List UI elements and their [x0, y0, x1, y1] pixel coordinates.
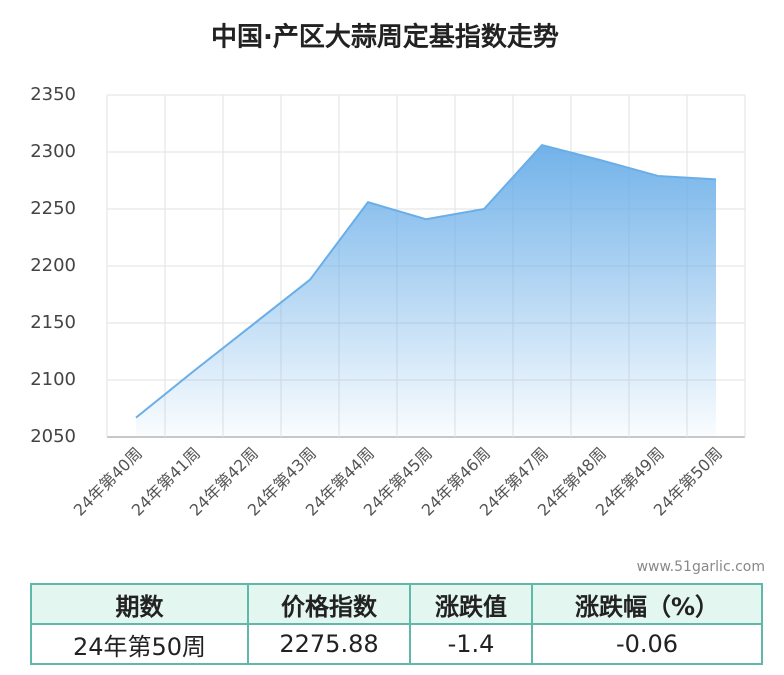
- area-fill: [136, 145, 716, 437]
- cell: 2275.88: [247, 623, 411, 665]
- y-tick-label: 2100: [30, 369, 76, 390]
- table-row: 24年第50周 2275.88 -1.4 -0.06: [30, 623, 763, 665]
- header-cell: 价格指数: [247, 583, 411, 625]
- line: [135, 144, 717, 419]
- table-header: 期数 价格指数 涨跌值 涨跌幅（%）: [30, 583, 763, 625]
- summary-table: 期数 价格指数 涨跌值 涨跌幅（%） 24年第50周 2275.88 -1.4 …: [30, 583, 763, 665]
- header-cell: 涨跌幅（%）: [531, 583, 763, 625]
- y-tick-label: 2050: [30, 426, 76, 447]
- y-tick-label: 2350: [30, 84, 76, 105]
- chart-title: 中国·产区大蒜周定基指数走势: [211, 22, 559, 53]
- chart: 中国·产区大蒜周定基指数走势 www.51garlic.com 2050 2100…: [30, 22, 765, 576]
- y-tick-label: 2300: [30, 141, 76, 162]
- y-tick-label: 2250: [30, 198, 76, 219]
- header-cell: 涨跌值: [409, 583, 533, 625]
- cell: -1.4: [409, 623, 533, 665]
- y-tick-label: 2150: [30, 312, 76, 333]
- y-tick-label: 2200: [30, 255, 76, 276]
- cell: -0.06: [531, 623, 763, 665]
- cell: 24年第50周: [30, 623, 249, 665]
- watermark: www.51garlic.com: [637, 559, 765, 575]
- header-cell: 期数: [30, 583, 249, 625]
